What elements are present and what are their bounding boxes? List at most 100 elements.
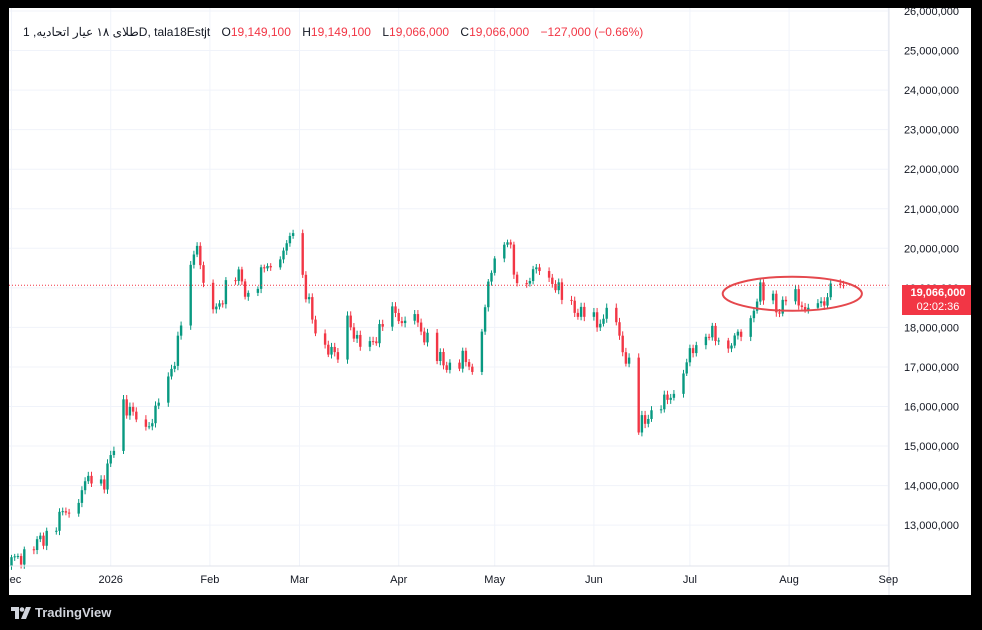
time-tick-label: Feb	[200, 574, 219, 586]
candle-body	[330, 346, 333, 355]
candle-body	[688, 348, 692, 363]
price-tick-label: 24,000,000	[904, 85, 959, 97]
candle-body	[112, 450, 116, 456]
price-tick-label: 16,000,000	[904, 402, 959, 414]
candle-body	[346, 315, 349, 360]
candle-body	[301, 233, 304, 275]
candle-body	[125, 399, 128, 416]
candle-body	[109, 455, 112, 464]
candle-body	[99, 479, 103, 484]
candle-body	[269, 265, 272, 268]
candle-body	[525, 283, 528, 285]
candles	[10, 229, 845, 570]
candle-body	[816, 303, 820, 308]
price-tick-label: 14,000,000	[904, 481, 959, 493]
candle-body	[55, 530, 58, 532]
candle-body	[471, 366, 474, 372]
candle-body	[349, 315, 352, 328]
candle-body	[42, 535, 45, 546]
candle-body	[624, 352, 628, 364]
candle-body	[435, 332, 439, 362]
candle-body	[794, 289, 797, 302]
candle-body	[781, 299, 784, 314]
candle-body	[551, 277, 554, 284]
candle-body	[256, 288, 260, 293]
candle-body	[247, 292, 250, 297]
candle-body	[103, 479, 106, 490]
candle-body	[711, 325, 714, 338]
candle-body	[666, 394, 669, 400]
chart-panel[interactable]: 26,000,000 25,000,000 24,000,000 23,000,000…	[9, 8, 971, 595]
price-tick-label: 17,000,000	[904, 362, 959, 374]
price-tick-label: 21,000,000	[904, 204, 959, 216]
tradingview-logo-icon	[11, 606, 31, 619]
last-price-badge: 19,066,000 02:02:36	[902, 285, 971, 315]
candle-body	[823, 301, 826, 306]
annotation-ellipse[interactable]	[721, 275, 863, 312]
price-tick-label: 18,000,000	[904, 322, 959, 334]
candle-body	[669, 397, 672, 400]
candle-body	[13, 556, 16, 558]
price-tick-label: 26,000,000	[904, 8, 959, 18]
candle-body	[627, 357, 631, 364]
candle-body	[381, 324, 384, 327]
candle-body	[192, 254, 196, 265]
candle-body	[615, 307, 618, 323]
price-chart[interactable]: 26,000,000 25,000,000 24,000,000 23,000,000…	[9, 8, 971, 595]
candle-body	[423, 331, 426, 343]
candle-body	[336, 352, 340, 360]
candle-body	[77, 502, 80, 514]
grid	[9, 8, 889, 566]
candle-body	[224, 280, 228, 305]
candle-body	[355, 334, 359, 339]
candle-body	[352, 327, 356, 339]
candle-body	[35, 539, 39, 550]
candle-body	[403, 320, 407, 324]
candle-body	[727, 340, 730, 349]
candle-body	[458, 362, 461, 369]
candle-body	[131, 406, 135, 412]
candle-body	[659, 409, 663, 411]
price-tick-label: 22,000,000	[904, 164, 959, 176]
candle-body	[829, 283, 832, 298]
candle-body	[714, 325, 717, 342]
candle-body	[151, 423, 154, 427]
candle-body	[826, 297, 829, 306]
symbol-legend: طلای ۱۸ عیار اتحادیه, 1D, tala18Estjt O1…	[23, 25, 643, 39]
time-tick-label: 2026	[98, 574, 122, 586]
candle-body	[685, 362, 688, 374]
candle-body	[733, 335, 736, 346]
candle-body	[717, 340, 720, 342]
candle-body	[707, 336, 711, 338]
candle-body	[202, 265, 205, 283]
candle-body	[704, 336, 708, 346]
candle-body	[359, 334, 362, 347]
candle-body	[39, 535, 42, 540]
candle-body	[749, 318, 752, 337]
candle-body	[557, 282, 560, 291]
candle-body	[259, 267, 263, 289]
candle-body	[285, 243, 288, 251]
candle-body	[122, 399, 125, 451]
candle-body	[304, 274, 308, 300]
candle-body	[512, 244, 516, 275]
tradingview-brand[interactable]: TradingView	[11, 605, 111, 620]
candle-body	[442, 351, 445, 366]
candle-body	[368, 341, 372, 347]
candle-body	[691, 348, 695, 354]
candle-body	[243, 281, 247, 297]
candle-body	[128, 406, 132, 416]
candle-body	[464, 350, 468, 363]
candle-body	[739, 331, 743, 337]
candle-body	[605, 307, 608, 319]
candle-body	[493, 258, 496, 273]
candle-body	[515, 274, 519, 284]
candle-body	[218, 303, 221, 307]
candle-body	[480, 331, 484, 372]
symbol-title: طلای ۱۸ عیار اتحادیه, 1D, tala18Estjt	[23, 25, 211, 39]
candle-body	[570, 299, 573, 301]
candle-body	[643, 415, 647, 424]
candle-body	[83, 481, 87, 491]
high-value: 19,149,100	[310, 25, 371, 39]
candle-body	[400, 321, 404, 324]
